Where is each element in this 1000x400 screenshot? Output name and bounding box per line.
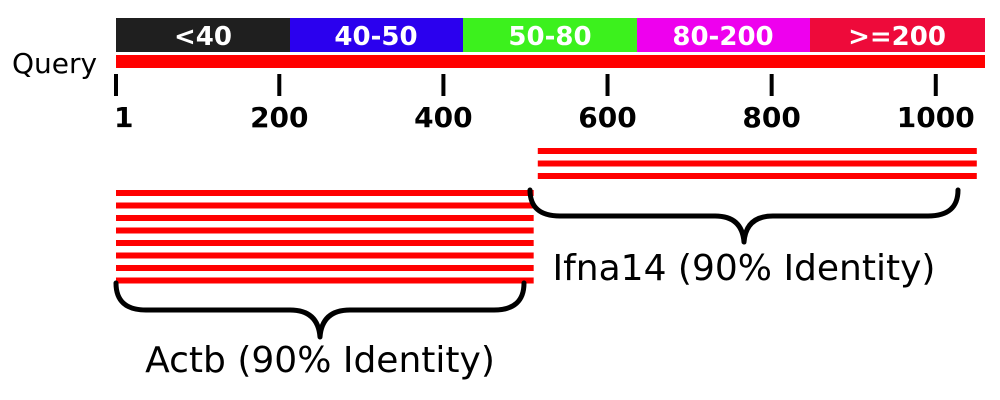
hit-line xyxy=(116,202,534,209)
hit-line xyxy=(116,265,534,271)
legend-swatch-80-200 xyxy=(637,18,810,52)
hit-line xyxy=(537,173,977,179)
axis-tick-label-1: 200 xyxy=(250,101,308,134)
group-label-ifna14: Ifna14 (90% Identity) xyxy=(553,248,936,289)
legend-label-gte200: >=200 xyxy=(848,22,946,52)
legend-segment-gte200: >=200 xyxy=(810,18,985,52)
legend-label-50-80: 50-80 xyxy=(508,22,591,52)
legend-swatch-50-80 xyxy=(463,18,637,52)
legend-label-80-200: 80-200 xyxy=(672,22,773,52)
legend-swatch-40-50 xyxy=(290,18,463,52)
legend-swatch-lt40 xyxy=(116,18,290,52)
legend-swatch-gte200 xyxy=(810,18,985,52)
legend-segment-lt40: <40 xyxy=(116,18,290,52)
hit-line xyxy=(116,240,534,246)
group-label-actb: Actb (90% Identity) xyxy=(145,340,495,381)
ifna14-brace xyxy=(527,187,961,245)
hit-line xyxy=(116,252,534,259)
hit-line xyxy=(537,148,977,154)
legend-segment-40-50: 40-50 xyxy=(290,18,463,52)
hit-group-0 xyxy=(116,190,534,284)
axis-tick-label-5: 1000 xyxy=(897,101,975,134)
axis-tick-label-0: 1 xyxy=(114,101,133,134)
score-legend: <40 40-50 50-80 80-200 >=200 xyxy=(116,18,985,52)
hit-line xyxy=(537,160,977,167)
query-bar xyxy=(116,55,985,68)
legend-label-lt40: <40 xyxy=(174,22,232,52)
hit-line xyxy=(116,190,534,196)
hit-groups xyxy=(116,148,977,284)
position-axis: 1 200 400 600 800 1000 xyxy=(114,74,975,134)
hit-group-1 xyxy=(537,148,977,179)
actb-brace xyxy=(113,280,527,340)
axis-tick-label-3: 600 xyxy=(578,101,636,134)
legend-segment-50-80: 50-80 xyxy=(463,18,637,52)
axis-tick-label-2: 400 xyxy=(414,101,472,134)
legend-label-40-50: 40-50 xyxy=(334,22,417,52)
axis-tick-label-4: 800 xyxy=(742,101,800,134)
hit-line xyxy=(116,277,534,284)
hit-line xyxy=(116,215,534,221)
query-label: Query xyxy=(12,47,97,80)
hit-line xyxy=(116,227,534,234)
legend-segment-80-200: 80-200 xyxy=(637,18,810,52)
